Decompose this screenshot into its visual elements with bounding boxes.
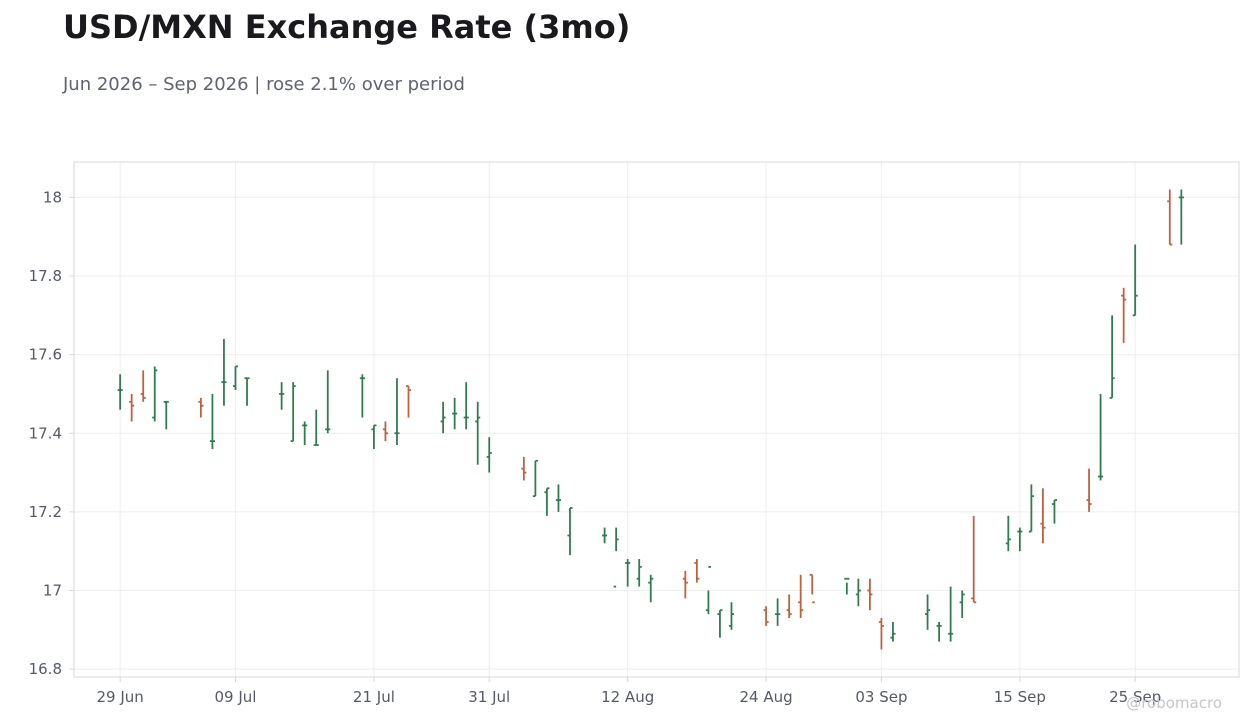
ohlc-bar — [521, 456, 527, 481]
ohlc-bar — [452, 397, 458, 430]
ohlc-bar — [1028, 484, 1034, 533]
plot-frame — [73, 161, 1240, 678]
ohlc-bar — [359, 374, 365, 418]
ohlc-bar — [1005, 515, 1011, 552]
ohlc-bar — [959, 590, 965, 619]
ohlc-bar — [302, 421, 308, 446]
ohlc-bar — [325, 370, 331, 434]
x-tick-label: 31 Jul — [468, 688, 510, 706]
grid — [74, 162, 1239, 677]
ohlc-bar — [198, 397, 204, 418]
ohlc-bar — [705, 566, 711, 615]
ohlc-bar — [221, 338, 227, 406]
ohlc-bar — [613, 527, 619, 588]
ohlc-bar — [313, 409, 319, 446]
ohlc-bar — [1086, 468, 1092, 512]
ohlc-bar — [209, 393, 215, 449]
ohlc-bar — [1017, 527, 1023, 552]
ohlc-bar — [878, 618, 884, 650]
watermark: @robomacro — [1126, 694, 1222, 712]
ohlc-bar — [244, 377, 250, 406]
ohlc-bar — [440, 401, 446, 434]
x-tick-label: 09 Jul — [215, 688, 257, 706]
y-tick-label: 17.8 — [29, 267, 62, 285]
ohlc-bar — [382, 421, 388, 442]
x-tick-label: 15 Sep — [994, 688, 1046, 706]
y-tick-label: 17 — [43, 582, 62, 600]
ohlc-bar — [290, 382, 296, 443]
y-tick-label: 18 — [43, 188, 62, 206]
ohlc-bar — [1040, 488, 1046, 544]
y-tick-label: 16.8 — [29, 660, 62, 678]
chart-title: USD/MXN Exchange Rate (3mo) — [63, 8, 631, 46]
ohlc-bar — [855, 578, 861, 607]
ohlc-bar — [775, 598, 781, 626]
x-tick-label: 21 Jul — [353, 688, 395, 706]
ohlc-bar — [1098, 393, 1104, 481]
ohlc-bar — [232, 365, 239, 391]
ohlc-bar — [625, 559, 631, 587]
x-tick-label: 25 Sep — [1109, 688, 1161, 706]
ohlc-bar — [475, 401, 481, 465]
ohlc-bar — [867, 578, 873, 611]
ohlc-bar — [636, 559, 642, 587]
ohlc-bar — [163, 400, 169, 430]
ohlc-bar — [1109, 315, 1115, 399]
ohlc-bar — [1167, 189, 1173, 246]
chart-subtitle: Jun 2026 – Sep 2026 | rose 2.1% over per… — [63, 74, 465, 95]
ohlc-bar — [463, 382, 469, 430]
y-tick-label: 17.6 — [29, 346, 62, 364]
ohlc-bar — [809, 573, 815, 604]
ohlc-bar — [648, 574, 654, 603]
ohlc-bar — [555, 484, 561, 512]
y-axis: 16.8 17 17.2 17.4 17.6 17.8 18 — [29, 188, 74, 678]
ohlc-bar — [682, 570, 688, 599]
ohlc-bar — [405, 385, 412, 418]
ohlc-bar — [844, 577, 850, 595]
ohlc-bar — [394, 378, 400, 446]
ohlc-bar — [140, 370, 146, 402]
x-tick-label: 12 Aug — [601, 688, 654, 706]
ohlc-bar — [602, 527, 608, 544]
ohlc-bar — [798, 574, 804, 619]
x-tick-label: 29 Jun — [96, 688, 143, 706]
x-tick-label: 24 Aug — [740, 688, 793, 706]
ohlc-bar — [152, 366, 158, 422]
y-tick-label: 17.4 — [29, 424, 62, 442]
ohlc-bar — [936, 621, 942, 642]
ohlc-bar — [544, 487, 550, 516]
ohlc-bar — [971, 515, 977, 604]
ohlc-bar — [1121, 287, 1127, 343]
x-tick-label: 03 Sep — [855, 688, 907, 706]
ohlc-bar — [279, 382, 285, 410]
x-axis: 29 Jun 09 Jul 21 Jul 31 Jul 12 Aug 24 Aug 03 S… — [96, 677, 1161, 706]
ohlc-bar — [717, 609, 723, 638]
ohlc-bar — [786, 594, 792, 619]
ohlc-bar — [532, 459, 538, 498]
ohlc-bars — [117, 189, 1184, 650]
ohlc-bar — [1051, 499, 1057, 524]
ohlc-bar — [567, 507, 573, 556]
ohlc-bar — [694, 559, 700, 583]
ohlc-bar — [925, 594, 931, 630]
ohlc-bar — [486, 437, 492, 473]
ohlc-bar — [1178, 189, 1184, 245]
y-tick-label: 17.2 — [29, 503, 62, 521]
ohlc-bar — [763, 606, 769, 626]
ohlc-bar — [371, 424, 377, 449]
ohlc-bar — [1132, 244, 1138, 317]
ohlc-bar — [728, 602, 735, 630]
ohlc-bar — [890, 621, 896, 642]
ohlc-bar — [117, 374, 123, 410]
ohlc-bar — [948, 586, 954, 642]
ohlc-bar — [129, 393, 135, 422]
